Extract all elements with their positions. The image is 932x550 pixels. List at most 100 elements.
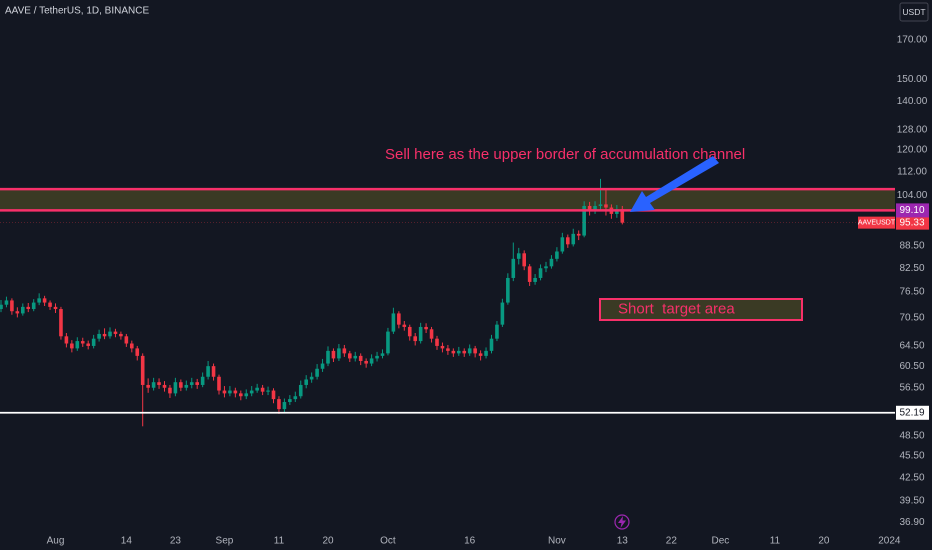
- candle-body: [244, 393, 249, 397]
- currency[interactable]: USDT: [902, 7, 925, 17]
- candle-body: [140, 355, 145, 385]
- x-tick-label: 11: [770, 536, 781, 547]
- candle-body: [484, 350, 488, 356]
- y-tick-label: 48.50: [899, 431, 924, 442]
- candle-body: [527, 266, 532, 282]
- candle-body: [282, 402, 287, 410]
- candle-body: [293, 396, 298, 400]
- candle-body: [451, 350, 456, 354]
- y-tick-label: 70.50: [899, 313, 924, 324]
- candle-body: [369, 358, 374, 364]
- target-box: [599, 298, 803, 321]
- candle-body: [598, 204, 603, 206]
- candle-body: [397, 313, 401, 325]
- level-tag: [896, 405, 929, 420]
- candle-body: [593, 205, 597, 211]
- candle-body: [146, 384, 150, 388]
- candle-body: [402, 324, 407, 327]
- candle-body: [184, 384, 189, 388]
- candle-body: [391, 313, 396, 332]
- candle-body: [288, 399, 292, 403]
- candle-body: [195, 382, 199, 385]
- candle-body: [538, 268, 543, 278]
- candle-body: [364, 360, 368, 364]
- candle-body: [75, 341, 80, 349]
- y-tick-label: 64.50: [899, 341, 924, 352]
- candle-body: [533, 277, 537, 282]
- candle-body: [21, 306, 25, 314]
- x-tick-label: 20: [322, 536, 334, 547]
- candle-body: [151, 382, 156, 388]
- candle-body: [473, 348, 477, 354]
- candle-body: [380, 353, 385, 356]
- candle-body: [135, 348, 140, 356]
- y-tick-label: 140.00: [897, 96, 928, 107]
- y-tick-label: 60.50: [899, 361, 924, 372]
- candle-body: [260, 387, 265, 392]
- candle-body: [386, 331, 390, 354]
- y-tick-label: 36.90: [899, 517, 924, 528]
- candle-body: [4, 300, 9, 305]
- candle-body: [26, 306, 31, 310]
- candle-body: [544, 266, 548, 269]
- candle-body: [86, 343, 90, 346]
- sell-note: Sell here as the upper border of accumul…: [385, 146, 745, 163]
- candle-body: [211, 366, 216, 377]
- y-tick-label: 128.00: [897, 124, 928, 135]
- symbol-tag: [858, 216, 895, 229]
- event-icon[interactable]: [614, 514, 630, 530]
- y-tick-label: 39.50: [899, 495, 924, 506]
- candle-body: [478, 353, 483, 356]
- candle-body: [604, 204, 608, 208]
- candle-body: [560, 237, 565, 252]
- currency-box[interactable]: [899, 2, 929, 22]
- candle-body: [353, 355, 358, 359]
- candle-body: [337, 348, 341, 359]
- y-tick-label: 82.50: [899, 263, 924, 274]
- y-tick-label: 45.50: [899, 451, 924, 462]
- candle-body: [271, 390, 276, 400]
- x-tick-label: 22: [666, 536, 678, 547]
- candle-body: [222, 390, 227, 394]
- symbol-tag-label: AAVEUSDT: [858, 219, 896, 226]
- candle-body: [511, 258, 516, 278]
- candle-body: [266, 390, 270, 392]
- y-tick-label: 88.50: [899, 241, 924, 252]
- candle-body: [37, 298, 41, 303]
- y-tick-label: 170.00: [897, 35, 928, 46]
- candle-body: [440, 345, 445, 349]
- candle-body: [555, 251, 559, 259]
- candle-body: [309, 376, 314, 380]
- candle-body: [500, 302, 505, 325]
- candle-body: [48, 302, 52, 307]
- candle-body: [424, 326, 428, 330]
- candle-body: [130, 343, 134, 349]
- candle-body: [200, 376, 205, 385]
- candle-body: [331, 350, 336, 359]
- candle-body: [59, 309, 63, 337]
- candle-body: [168, 387, 172, 394]
- candle-body: [418, 326, 423, 342]
- candle-body: [255, 387, 259, 391]
- event-bolt[interactable]: [618, 516, 626, 528]
- y-tick-label: 120.00: [897, 145, 928, 156]
- candle-body: [80, 341, 85, 344]
- x-tick-label: 14: [121, 536, 133, 547]
- x-tick-label: Aug: [47, 536, 65, 547]
- candle-body: [506, 277, 510, 303]
- x-tick-label: Dec: [712, 536, 730, 547]
- candle-body: [91, 338, 96, 346]
- candle-body: [102, 333, 107, 337]
- event-circle[interactable]: [614, 514, 630, 530]
- candle-body: [108, 331, 112, 337]
- candle-body: [495, 324, 499, 339]
- channel-band: [0, 189, 895, 211]
- candle-body: [217, 376, 221, 391]
- candle-body: [233, 390, 238, 394]
- y-tick-label: 56.50: [899, 382, 924, 393]
- candle-body: [489, 338, 494, 351]
- candle-body: [239, 393, 243, 397]
- x-tick-label: 11: [274, 536, 285, 547]
- candle-body: [10, 300, 14, 312]
